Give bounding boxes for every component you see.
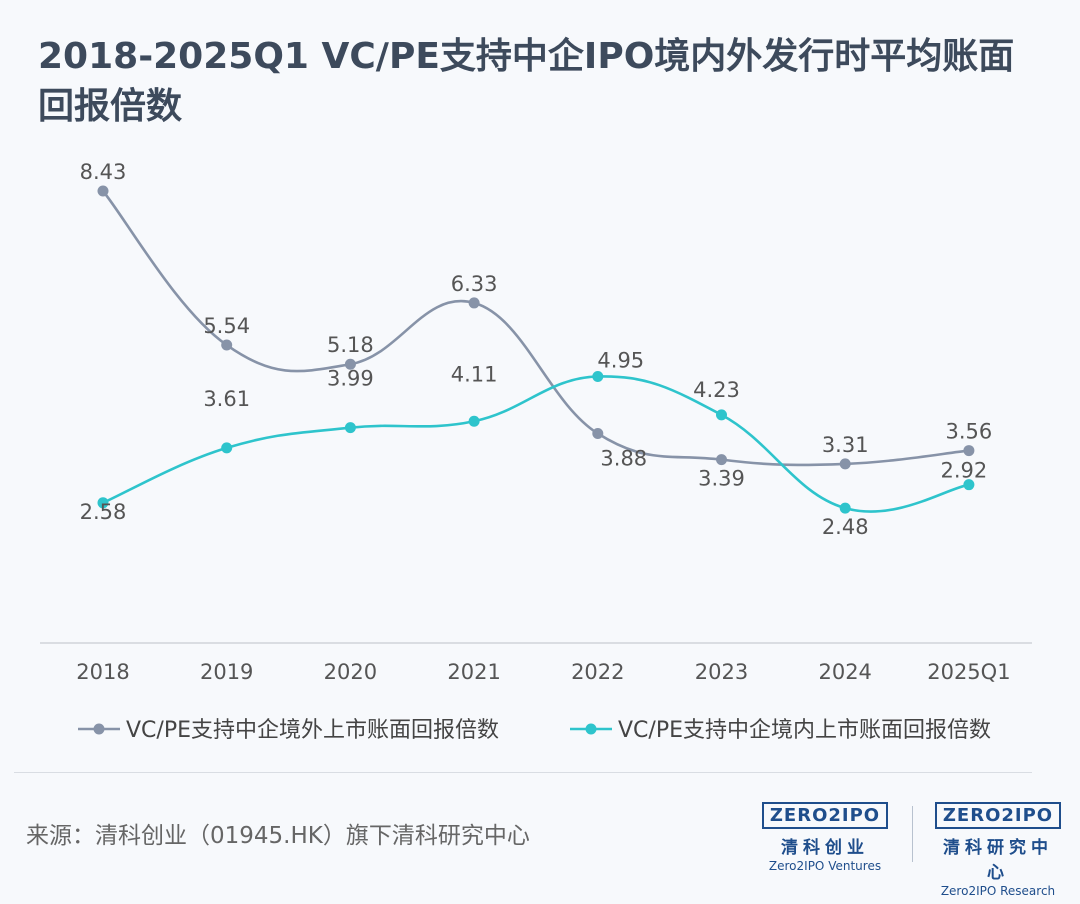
x-axis: 2018 2019 2020 2021 2022 2023 2024 2025Q1: [40, 642, 1032, 684]
legend: VC/PE支持中企境外上市账面回报倍数 VC/PE支持中企境内上市账面回报倍数: [78, 718, 991, 743]
data-point: [839, 458, 851, 470]
footer-divider: [14, 772, 1032, 773]
data-point: [221, 339, 233, 351]
legend-swatch-marker: [93, 723, 105, 735]
data-point: [97, 497, 109, 509]
data-point: [716, 409, 727, 421]
legend-label: VC/PE支持中企境外上市账面回报倍数: [126, 718, 499, 743]
data-label: 6.33: [451, 272, 498, 296]
data-label: 3.56: [946, 420, 993, 444]
x-tick-label: 2025Q1: [927, 660, 1010, 684]
data-label: 3.39: [698, 467, 745, 491]
x-tick-label: 2023: [695, 660, 748, 684]
x-tick-label: 2021: [447, 660, 500, 684]
x-tick-label: 2019: [200, 660, 253, 684]
data-point: [592, 428, 604, 440]
data-point: [716, 454, 727, 466]
data-label: 4.95: [597, 348, 644, 372]
x-tick-label: 2020: [324, 660, 377, 684]
data-label: 2.92: [941, 459, 988, 483]
series-layer: [97, 185, 975, 514]
data-point: [97, 185, 109, 197]
data-label: 5.18: [327, 333, 374, 357]
x-tick-label: 2024: [818, 660, 871, 684]
legend-swatch-marker: [585, 723, 597, 735]
data-point: [344, 422, 356, 434]
source-note: 来源：清科创业（01945.HK）旗下清科研究中心: [26, 823, 530, 849]
logo-mark: ZERO2IPO: [761, 802, 889, 829]
data-point: [344, 358, 356, 370]
data-point: [963, 479, 975, 491]
zero2ipo-research-logo: ZERO2IPO 清科研究中心 Zero2IPO Research: [933, 802, 1063, 898]
x-tick-label: 2022: [571, 660, 624, 684]
logo-mark: ZERO2IPO: [934, 802, 1062, 829]
data-label: 5.54: [203, 314, 250, 338]
data-labels: 8.43 5.54 5.18 6.33 3.88 3.39 3.31 3.56 2.58 3.61…: [80, 160, 993, 539]
data-label: 3.61: [203, 387, 250, 411]
data-point: [839, 502, 851, 514]
logo-en-name: Zero2IPO Research: [940, 884, 1056, 898]
series-line: [102, 375, 970, 513]
data-label: 3.31: [822, 433, 869, 457]
legend-label: VC/PE支持中企境内上市账面回报倍数: [618, 718, 991, 743]
data-point: [221, 442, 233, 454]
data-point: [963, 445, 975, 457]
data-label: 2.58: [80, 500, 127, 524]
data-label: 4.23: [693, 378, 740, 402]
logo-separator: [912, 806, 913, 862]
data-label: 8.43: [80, 160, 127, 184]
chart-title: 2018-2025Q1 VC/PE支持中企IPO境内外发行时平均账面回报倍数: [38, 36, 1015, 127]
logo-en-name: Zero2IPO Ventures: [768, 859, 882, 873]
data-label: 2.48: [822, 515, 869, 539]
logo-cn-name: 清科创业: [781, 838, 869, 858]
data-label: 4.11: [451, 362, 498, 386]
logo-cn-name: 清科研究中心: [943, 838, 1053, 883]
x-tick-label: 2018: [76, 660, 129, 684]
data-point: [592, 370, 604, 382]
line-chart: 2018 2019 2020 2021 2022 2023 2024 2025Q1 8.43 5…: [40, 160, 1032, 743]
data-point: [468, 297, 480, 309]
data-point: [468, 415, 480, 427]
data-label: 3.99: [327, 367, 374, 391]
zero2ipo-ventures-logo: ZERO2IPO 清科创业 Zero2IPO Ventures: [760, 802, 890, 873]
data-label: 3.88: [600, 447, 647, 471]
